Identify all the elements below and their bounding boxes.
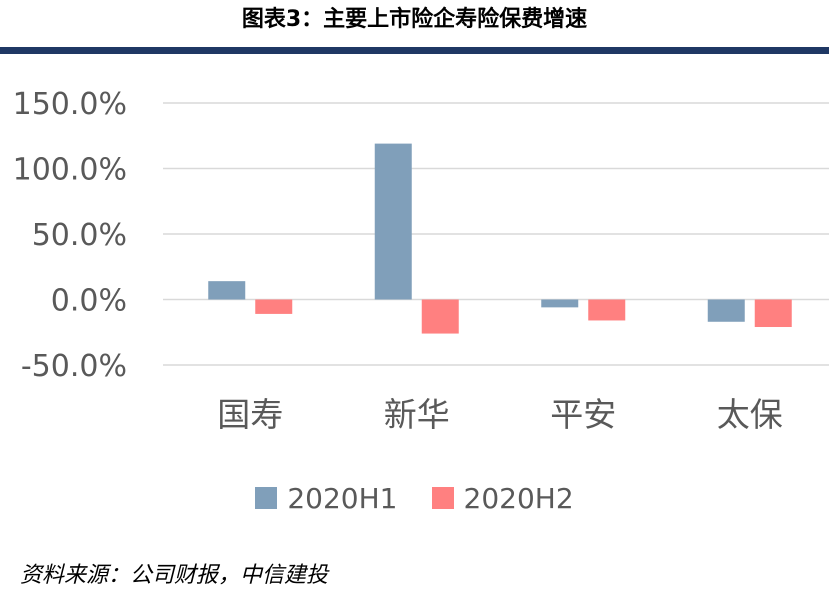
x-axis-tick-labels: 国寿 新华 平安 太保 <box>217 395 783 434</box>
x-tick-label: 太保 <box>717 395 783 434</box>
y-tick-label: 0.0% <box>51 284 127 319</box>
legend-swatch-h1 <box>255 487 278 509</box>
bar-h1-2 <box>541 299 579 308</box>
legend-label-h1: 2020H1 <box>287 481 398 515</box>
y-axis-tick-labels: 150.0% 100.0% 50.0% 0.0% -50.0% <box>13 87 127 384</box>
title-rule <box>0 47 829 54</box>
y-tick-label: 50.0% <box>32 218 127 253</box>
legend: 2020H1 2020H2 <box>0 478 829 518</box>
bar-chart: 150.0% 100.0% 50.0% 0.0% -50.0% 国寿 新华 平安 太保 <box>13 87 829 434</box>
bar-h2-3 <box>754 299 792 328</box>
legend-item-h2: 2020H2 <box>431 481 574 515</box>
bar-h2-2 <box>588 299 626 321</box>
bar-h1-3 <box>707 299 745 322</box>
chart-title: 图表3：主要上市险企寿险保费增速 <box>241 7 588 32</box>
bar-h2-0 <box>255 299 293 314</box>
bar-h2-1 <box>421 299 459 334</box>
source-note: 资料来源：公司财报，中信建投 <box>20 563 329 588</box>
x-tick-label: 平安 <box>550 395 616 434</box>
x-tick-label: 国寿 <box>217 395 283 434</box>
bars <box>208 143 792 334</box>
legend-swatch-h2 <box>431 487 454 509</box>
x-tick-label: 新华 <box>384 395 450 434</box>
gridlines <box>163 102 829 366</box>
y-tick-label: -50.0% <box>21 349 127 384</box>
legend-label-h2: 2020H2 <box>463 481 574 515</box>
y-tick-label: 150.0% <box>13 87 127 122</box>
legend-item-h1: 2020H1 <box>255 481 398 515</box>
bar-h1-0 <box>208 281 246 300</box>
y-tick-label: 100.0% <box>13 153 127 188</box>
bar-h1-1 <box>374 143 412 300</box>
